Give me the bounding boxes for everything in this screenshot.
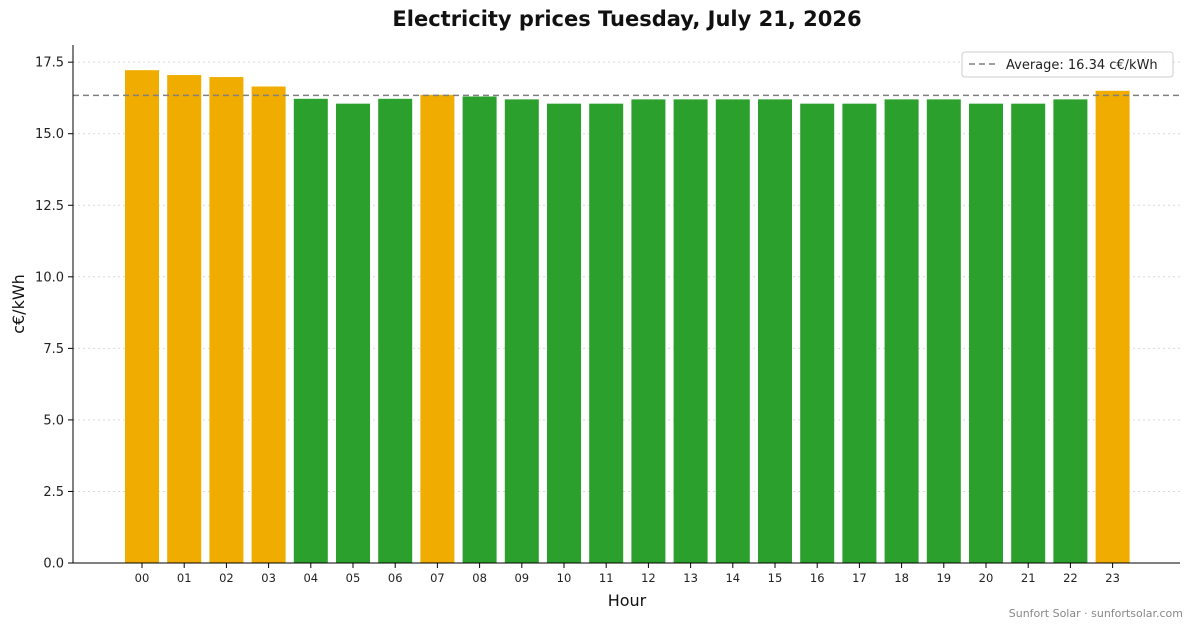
- bars: [125, 70, 1130, 564]
- x-tick-label: 03: [261, 571, 276, 585]
- y-tick-label: 7.5: [43, 342, 64, 357]
- y-tick-label: 17.5: [35, 56, 64, 71]
- chart-title: Electricity prices Tuesday, July 21, 202…: [392, 7, 861, 31]
- bar-hour-12: [631, 99, 666, 563]
- bar-hour-07: [420, 94, 455, 563]
- x-axis-ticks: 00 01 02 03 04 05 06 07 08 09 10 11 12 13 14 15 16 17 18 19…: [135, 563, 1120, 585]
- legend-box: [961, 51, 1174, 78]
- bar-hour-03: [251, 86, 286, 563]
- y-tick-label: 12.5: [35, 199, 64, 214]
- x-tick-label: 20: [979, 571, 994, 585]
- bar-hour-08: [462, 96, 497, 564]
- x-tick-label: 05: [346, 571, 361, 585]
- bar-hour-11: [589, 103, 624, 563]
- bar-hour-04: [293, 98, 328, 563]
- x-tick-label: 19: [936, 571, 951, 585]
- x-tick-label: 23: [1105, 571, 1120, 585]
- bar-hour-14: [715, 99, 750, 563]
- x-tick-label: 08: [472, 571, 487, 585]
- bar-hour-05: [336, 103, 370, 563]
- y-tick-label: 5.0: [43, 413, 64, 428]
- bar-hour-06: [378, 98, 413, 563]
- x-tick-label: 00: [135, 571, 150, 585]
- y-axis-ticks: 0.0 2.5 5.0 7.5 10.0 12.5 15.0 17.5: [35, 56, 73, 572]
- x-tick-label: 04: [303, 571, 318, 585]
- bar-hour-09: [504, 99, 539, 563]
- x-tick-label: 22: [1063, 571, 1078, 585]
- x-tick-label: 18: [894, 571, 909, 585]
- y-tick-label: 15.0: [35, 127, 64, 142]
- y-tick-label: 0.0: [43, 557, 64, 572]
- bar-hour-13: [673, 99, 708, 563]
- x-tick-label: 16: [810, 571, 825, 585]
- x-tick-label: 12: [641, 571, 656, 585]
- x-tick-label: 02: [219, 571, 234, 585]
- legend-average-label: Average: 16.34 c€/kWh: [1006, 58, 1158, 73]
- x-tick-label: 21: [1021, 571, 1036, 585]
- bar-hour-17: [842, 103, 877, 563]
- x-tick-label: 11: [599, 571, 614, 585]
- bar-hour-16: [800, 103, 835, 563]
- x-tick-label: 07: [430, 571, 445, 585]
- x-axis-label: Hour: [608, 591, 647, 610]
- bar-hour-23: [1095, 90, 1130, 564]
- bar-hour-18: [884, 99, 919, 563]
- x-tick-label: 10: [557, 571, 572, 585]
- axes: [72, 45, 1180, 564]
- x-tick-label: 06: [388, 571, 403, 585]
- footer-credit: Sunfort Solar · sunfortsolar.com: [1009, 607, 1183, 620]
- y-tick-label: 2.5: [43, 485, 64, 500]
- bar-hour-19: [926, 99, 961, 563]
- x-tick-label: 15: [768, 571, 783, 585]
- bar-hour-10: [547, 103, 581, 563]
- bar-hour-02: [209, 77, 244, 563]
- y-axis-label: c€/kWh: [9, 274, 28, 334]
- bar-hour-15: [758, 99, 792, 563]
- bar-hour-21: [1011, 103, 1046, 563]
- x-tick-label: 14: [725, 571, 740, 585]
- legend: Average: 16.34 c€/kWh: [961, 51, 1174, 78]
- x-tick-label: 01: [177, 571, 192, 585]
- bar-hour-00: [125, 70, 159, 563]
- x-tick-label: 09: [514, 571, 529, 585]
- y-tick-label: 10.0: [35, 270, 64, 285]
- x-tick-label: 17: [852, 571, 867, 585]
- bar-hour-01: [167, 75, 202, 564]
- bar-hour-22: [1053, 99, 1088, 563]
- bar-hour-20: [969, 103, 1003, 563]
- x-tick-label: 13: [683, 571, 698, 585]
